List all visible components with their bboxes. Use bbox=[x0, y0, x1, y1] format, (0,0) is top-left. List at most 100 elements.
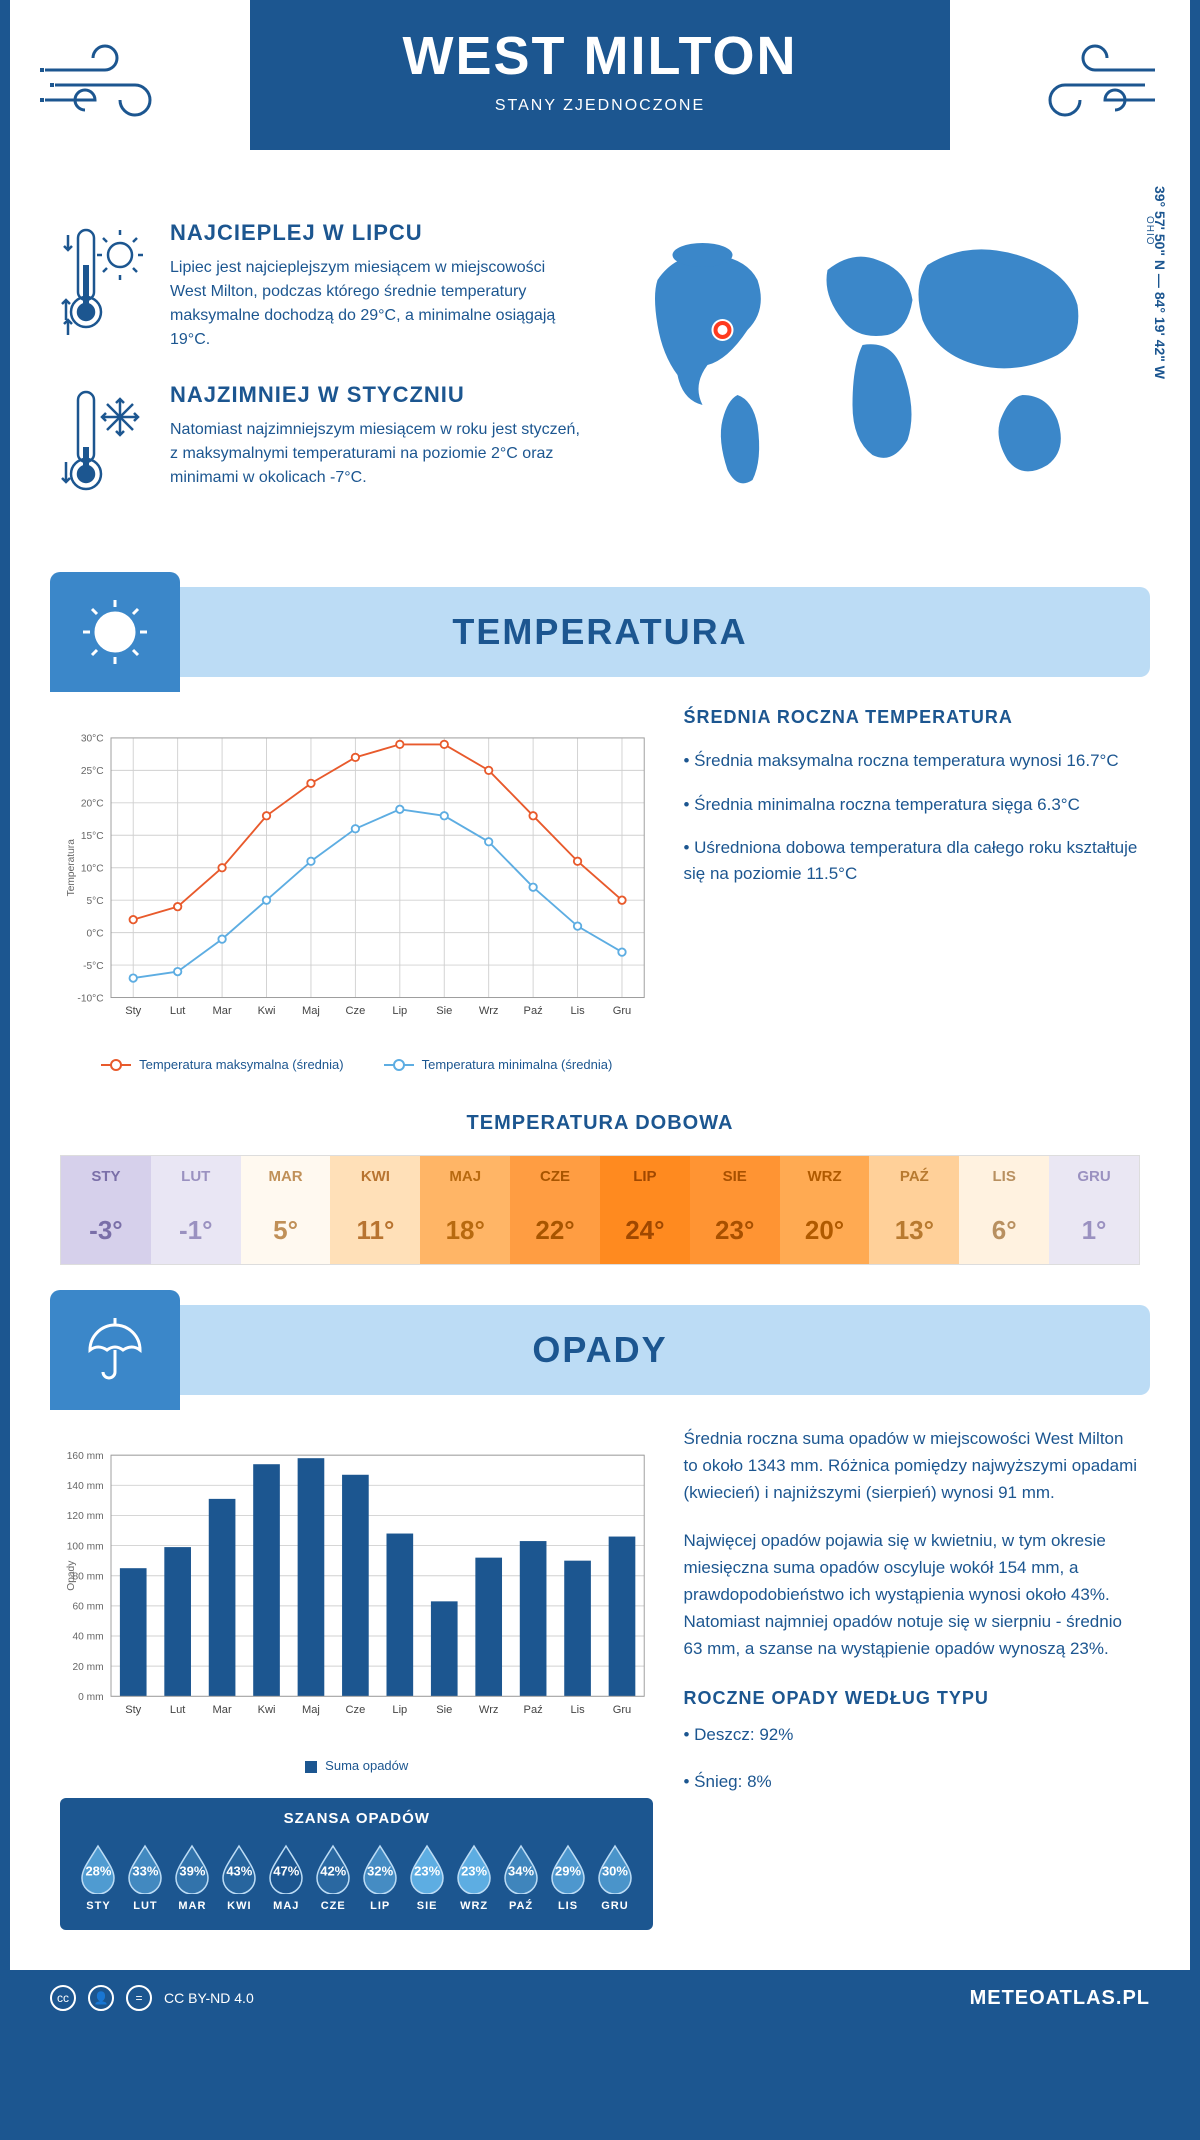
temperature-title: TEMPERATURA bbox=[452, 611, 747, 653]
svg-text:Gru: Gru bbox=[613, 1704, 632, 1716]
chance-item: 28% STY bbox=[75, 1842, 122, 1912]
coldest-text: Natomiast najzimniejszym miesiącem w rok… bbox=[170, 418, 585, 490]
svg-text:Opady: Opady bbox=[66, 1560, 77, 1591]
precip-title: OPADY bbox=[532, 1329, 667, 1371]
license-text: CC BY-ND 4.0 bbox=[164, 1990, 254, 2006]
chance-item: 23% WRZ bbox=[451, 1842, 498, 1912]
svg-text:Gru: Gru bbox=[613, 1005, 632, 1017]
wind-icon-left bbox=[40, 40, 180, 135]
cc-icon: cc bbox=[50, 1985, 76, 2011]
chance-box: SZANSA OPADÓW 28% STY 33% LUT 39% bbox=[60, 1798, 653, 1930]
sun-icon bbox=[50, 572, 180, 692]
daily-cell: GRU1° bbox=[1049, 1156, 1139, 1264]
svg-text:0 mm: 0 mm bbox=[78, 1692, 103, 1703]
svg-text:20 mm: 20 mm bbox=[72, 1662, 103, 1673]
location-country: STANY ZJEDNOCZONE bbox=[250, 97, 950, 115]
precip-section-header: OPADY bbox=[50, 1305, 1150, 1395]
daily-cell: STY-3° bbox=[61, 1156, 151, 1264]
svg-text:5°C: 5°C bbox=[86, 896, 103, 907]
thermometer-cold-icon bbox=[60, 382, 150, 507]
site-name: METEOATLAS.PL bbox=[970, 1987, 1150, 2010]
header-banner: WEST MILTON STANY ZJEDNOCZONE bbox=[250, 0, 950, 150]
daily-cell: LUT-1° bbox=[151, 1156, 241, 1264]
svg-text:Paź: Paź bbox=[524, 1005, 543, 1017]
svg-text:80 mm: 80 mm bbox=[72, 1571, 103, 1582]
daily-cell: SIE23° bbox=[690, 1156, 780, 1264]
svg-text:-10°C: -10°C bbox=[77, 993, 103, 1004]
daily-cell: LIS6° bbox=[959, 1156, 1049, 1264]
svg-text:160 mm: 160 mm bbox=[67, 1451, 104, 1462]
temperature-chart: -10°C-5°C0°C5°C10°C15°C20°C25°C30°CStyLu… bbox=[60, 707, 653, 1072]
svg-text:0°C: 0°C bbox=[86, 928, 103, 939]
wind-icon-right bbox=[1020, 40, 1160, 135]
svg-text:Wrz: Wrz bbox=[479, 1704, 499, 1716]
svg-text:Paź: Paź bbox=[524, 1704, 543, 1716]
umbrella-icon bbox=[50, 1290, 180, 1410]
hottest-text: Lipiec jest najcieplejszym miesiącem w m… bbox=[170, 256, 585, 352]
svg-text:Kwi: Kwi bbox=[258, 1005, 276, 1017]
svg-text:Lip: Lip bbox=[392, 1005, 407, 1017]
daily-cell: WRZ20° bbox=[780, 1156, 870, 1264]
svg-text:100 mm: 100 mm bbox=[67, 1541, 104, 1552]
svg-text:Sty: Sty bbox=[125, 1005, 141, 1017]
svg-text:Wrz: Wrz bbox=[479, 1005, 499, 1017]
svg-text:Mar: Mar bbox=[213, 1005, 232, 1017]
svg-text:Temperatura: Temperatura bbox=[66, 839, 77, 897]
svg-text:40 mm: 40 mm bbox=[72, 1632, 103, 1643]
daily-cell: MAR5° bbox=[241, 1156, 331, 1264]
svg-text:25°C: 25°C bbox=[81, 766, 104, 777]
svg-text:10°C: 10°C bbox=[81, 863, 104, 874]
daily-cell: KWI11° bbox=[330, 1156, 420, 1264]
svg-text:Maj: Maj bbox=[302, 1704, 320, 1716]
hottest-title: NAJCIEPLEJ W LIPCU bbox=[170, 220, 585, 246]
footer: cc 👤 = CC BY-ND 4.0 METEOATLAS.PL bbox=[10, 1970, 1190, 2026]
intro-section: NAJCIEPLEJ W LIPCU Lipiec jest najcieple… bbox=[10, 200, 1190, 577]
chance-item: 33% LUT bbox=[122, 1842, 169, 1912]
daily-cell: PAŹ13° bbox=[869, 1156, 959, 1264]
chance-item: 29% LIS bbox=[545, 1842, 592, 1912]
coordinates: 39° 57' 50" N — 84° 19' 42" W bbox=[1152, 185, 1168, 378]
chance-item: 34% PAŹ bbox=[498, 1842, 545, 1912]
chance-item: 47% MAJ bbox=[263, 1842, 310, 1912]
daily-temp-title: TEMPERATURA DOBOWA bbox=[10, 1112, 1190, 1135]
svg-text:Cze: Cze bbox=[346, 1005, 366, 1017]
svg-text:Kwi: Kwi bbox=[258, 1704, 276, 1716]
legend-max: Temperatura maksymalna (średnia) bbox=[101, 1057, 343, 1072]
temperature-info: ŚREDNIA ROCZNA TEMPERATURA • Średnia mak… bbox=[683, 707, 1140, 1072]
by-icon: 👤 bbox=[88, 1985, 114, 2011]
svg-text:140 mm: 140 mm bbox=[67, 1481, 104, 1492]
thermometer-hot-icon bbox=[60, 220, 150, 352]
svg-text:Sty: Sty bbox=[125, 1704, 141, 1716]
coldest-block: NAJZIMNIEJ W STYCZNIU Natomiast najzimni… bbox=[60, 382, 585, 507]
nd-icon: = bbox=[126, 1985, 152, 2011]
chance-item: 30% GRU bbox=[591, 1842, 638, 1912]
svg-text:Lis: Lis bbox=[570, 1005, 585, 1017]
svg-text:Lut: Lut bbox=[170, 1704, 185, 1716]
location-title: WEST MILTON bbox=[250, 25, 950, 87]
chance-item: 43% KWI bbox=[216, 1842, 263, 1912]
coldest-title: NAJZIMNIEJ W STYCZNIU bbox=[170, 382, 585, 408]
svg-text:15°C: 15°C bbox=[81, 831, 104, 842]
chance-item: 39% MAR bbox=[169, 1842, 216, 1912]
chance-item: 23% SIE bbox=[404, 1842, 451, 1912]
daily-cell: LIP24° bbox=[600, 1156, 690, 1264]
svg-text:-5°C: -5°C bbox=[83, 961, 103, 972]
temperature-section-header: TEMPERATURA bbox=[50, 587, 1150, 677]
svg-text:Maj: Maj bbox=[302, 1005, 320, 1017]
chance-item: 32% LIP bbox=[357, 1842, 404, 1912]
svg-text:Lip: Lip bbox=[392, 1704, 407, 1716]
svg-text:Lut: Lut bbox=[170, 1005, 185, 1017]
precip-chart: 0 mm 20 mm 40 mm 60 mm 80 mm 100 mm 120 mm 140 … bbox=[60, 1425, 653, 1930]
svg-text:30°C: 30°C bbox=[81, 734, 104, 745]
svg-text:60 mm: 60 mm bbox=[72, 1602, 103, 1613]
hottest-block: NAJCIEPLEJ W LIPCU Lipiec jest najcieple… bbox=[60, 220, 585, 352]
svg-text:120 mm: 120 mm bbox=[67, 1511, 104, 1522]
daily-cell: MAJ18° bbox=[420, 1156, 510, 1264]
svg-text:Cze: Cze bbox=[346, 1704, 366, 1716]
legend-min: Temperatura minimalna (średnia) bbox=[384, 1057, 613, 1072]
svg-text:Lis: Lis bbox=[570, 1704, 585, 1716]
svg-text:Sie: Sie bbox=[436, 1005, 452, 1017]
svg-text:Mar: Mar bbox=[213, 1704, 232, 1716]
world-map bbox=[615, 220, 1140, 500]
precip-info: Średnia roczna suma opadów w miejscowośc… bbox=[683, 1425, 1140, 1930]
